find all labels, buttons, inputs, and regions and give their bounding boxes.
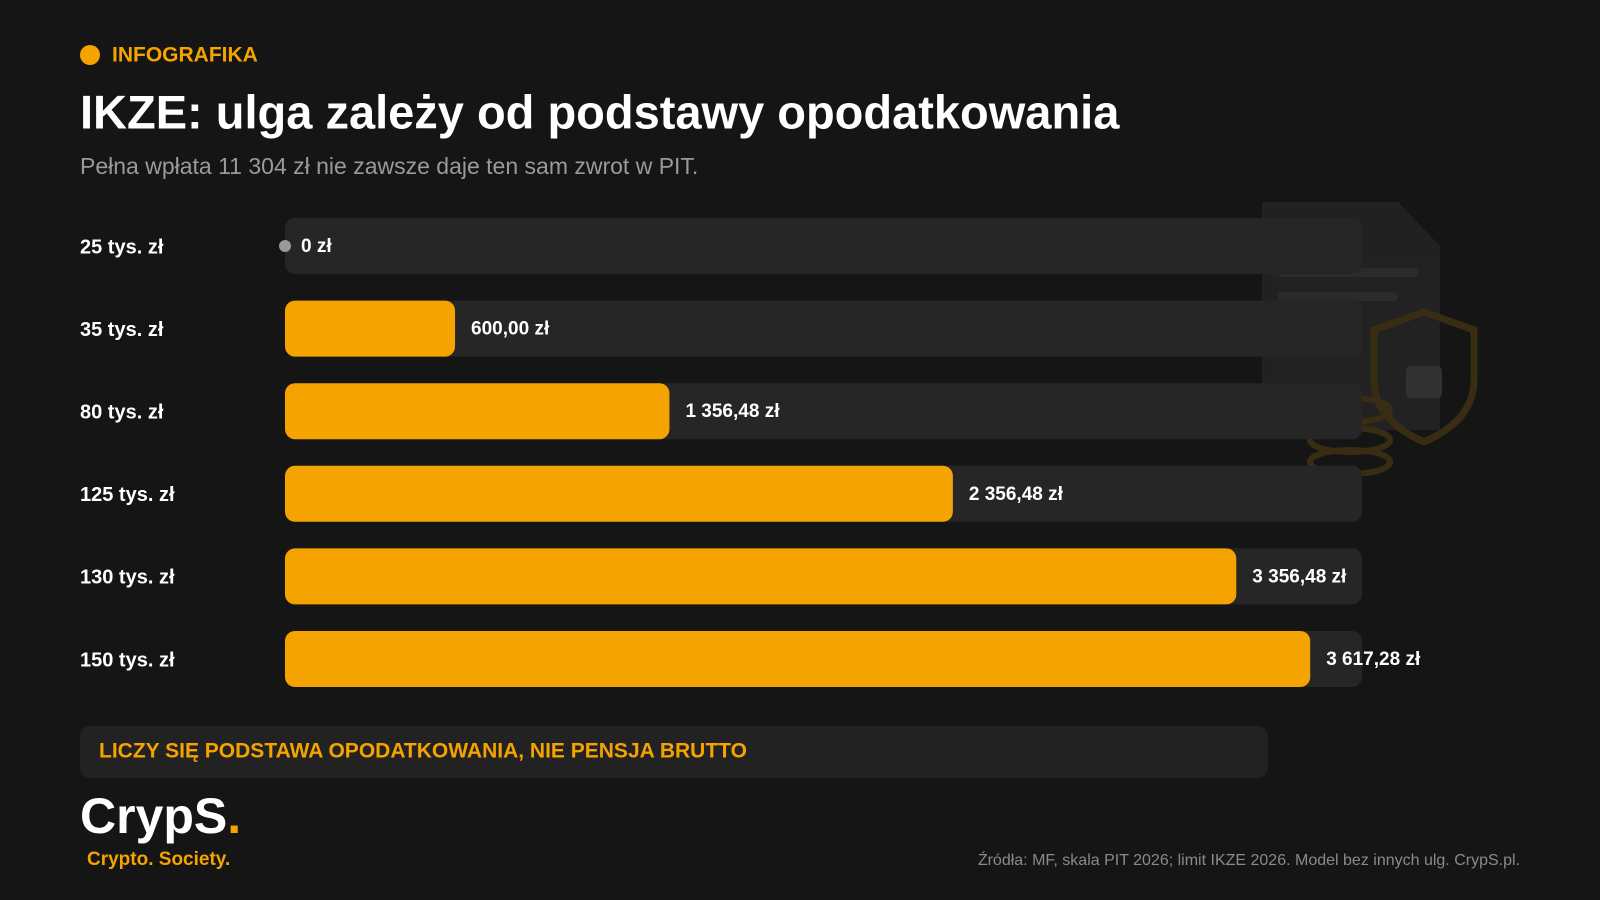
bar (285, 548, 1237, 605)
bar-track (285, 218, 1362, 274)
source: Źródła: MF, skala PIT 2026; limit IKZE 2… (978, 850, 1520, 869)
callout-box (80, 726, 1268, 778)
callout: LICZY SIĘ PODSTAWA OPODATKOWANIA, NIE PE… (99, 740, 747, 763)
value-label: 3 617,28 zł (1326, 649, 1421, 670)
doc-line (1278, 292, 1398, 301)
bar-chart: 25 tys. zł 0 zł 35 tys. zł 600,00 zł 80 tys.… (80, 218, 1421, 687)
category-label: 35 tys. zł (80, 319, 164, 341)
tagline: Crypto. Society. (87, 849, 230, 870)
logo: CrypS. (80, 788, 241, 844)
value-label: 600,00 zł (471, 319, 550, 340)
value-label: 1 356,48 zł (685, 401, 780, 422)
bar-track (285, 300, 1362, 357)
category-label: 80 tys. zł (80, 401, 164, 423)
zero-marker (279, 240, 291, 252)
tag: INFOGRAFIKA (112, 44, 258, 67)
shield-icon (1370, 308, 1478, 446)
logo-text: CrypS (80, 788, 227, 844)
bar (285, 631, 1311, 687)
category-label: 125 tys. zł (80, 484, 175, 506)
value-label: 3 356,48 zł (1252, 566, 1347, 587)
category-label: 25 tys. zł (80, 236, 164, 258)
lock-icon (1406, 366, 1442, 398)
bar (285, 465, 953, 522)
bar (285, 383, 670, 440)
tag-dot (80, 45, 100, 65)
value-label: 0 zł (301, 236, 332, 257)
value-label: 2 356,48 zł (969, 484, 1064, 505)
subtitle: Pełna wpłata 11 304 zł nie zawsze daje t… (80, 153, 698, 179)
logo-dot: . (227, 788, 241, 844)
title: IKZE: ulga zależy od podstawy opodatkowa… (80, 85, 1120, 138)
category-label: 130 tys. zł (80, 567, 175, 589)
category-label: 150 tys. zł (80, 649, 175, 671)
bar (285, 300, 456, 357)
